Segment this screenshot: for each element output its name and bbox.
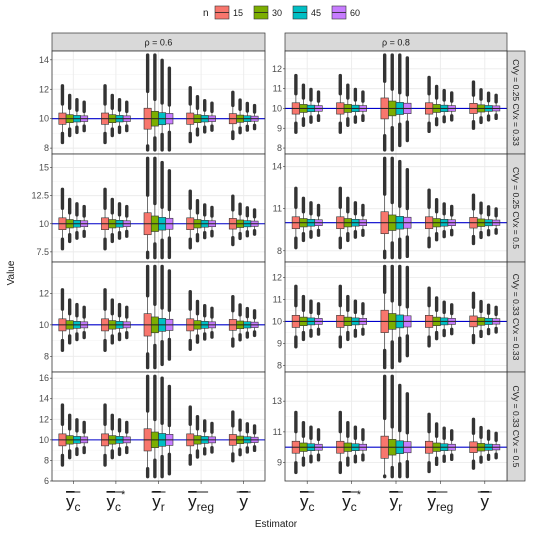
y-tick-label: 8 — [277, 246, 282, 256]
y-tick-label: 10 — [272, 316, 282, 326]
panel-0-0: 8 10 12 14 — [39, 50, 266, 155]
x-tick-label: yc — [300, 492, 315, 514]
y-tick-label: 10 — [39, 114, 49, 124]
y-tick-label: 10 — [39, 320, 49, 330]
x-tick-label: y — [481, 492, 490, 511]
x-tick-label: yreg — [427, 492, 453, 514]
legend: n 15 30 45 60 — [203, 5, 360, 20]
panel-3-0: 6 8 10 12 14 16 — [39, 371, 266, 486]
y-tick-label: 11 — [273, 294, 282, 304]
facet-strip-row-label: CVy = 0.25 CVx = 0.33 — [511, 59, 521, 146]
panel-2-0: 8 10 12 — [39, 261, 266, 373]
y-tick-label: 16 — [39, 373, 49, 383]
panel-1-0: 7.5 10 12.5 15 — [31, 153, 266, 263]
y-tick-label: 11 — [273, 427, 282, 437]
y-tick-label: 12 — [39, 288, 49, 298]
facet-strip-row-label: CVy = 0.33 CVx = 0.33 — [511, 274, 521, 361]
y-tick-label: 8 — [277, 143, 282, 153]
y-tick-label: 10 — [39, 435, 49, 445]
x-tick-label: yc — [66, 492, 81, 514]
chart-panels: ρ = 0.6 ρ = 0.8 CVy = 0.25 CVx = 0.33 CVy =… — [31, 32, 526, 514]
x-axis-title: Estimator — [255, 519, 298, 530]
y-tick-label: 9 — [277, 123, 282, 133]
x-axis-labels: yc yc* yr yreg y yc yc* yr yreg y — [66, 481, 492, 514]
x-tick-label: y — [239, 492, 248, 511]
panel-1-1: 8 11 14 — [272, 153, 508, 263]
facet-strip-column-label: ρ = 0.8 — [382, 38, 410, 48]
y-tick-label: 11 — [273, 84, 282, 94]
legend-label: 30 — [272, 8, 282, 18]
y-tick-label: 13 — [272, 396, 282, 406]
y-tick-label: 6 — [44, 476, 49, 486]
y-tick-label: 8 — [44, 351, 49, 361]
facet-strip-row-label: CVy = 0.25 CVx = 0.5 — [511, 167, 521, 249]
legend-label: 15 — [233, 8, 243, 18]
x-tick-label: yreg — [188, 492, 214, 514]
y-tick-label: 10 — [39, 219, 49, 229]
y-tick-label: 10 — [272, 103, 282, 113]
y-tick-label: 12 — [272, 64, 282, 74]
x-tick-label: yc* — [107, 489, 126, 514]
legend-label: 45 — [311, 8, 321, 18]
panel-2-1: 8 9 10 11 12 — [272, 261, 508, 373]
panel-0-1: 8 9 10 11 12 — [272, 50, 508, 155]
y-tick-label: 8 — [44, 455, 49, 465]
x-tick-label: yr — [390, 492, 403, 514]
facet-strip-column-label: ρ = 0.6 — [145, 38, 173, 48]
facet-strip-row-label: CVy = 0.33 CVx = 0.5 — [511, 386, 521, 468]
y-tick-label: 15 — [39, 163, 49, 173]
y-axis-title: Value — [6, 260, 17, 285]
x-tick-label: yc* — [342, 489, 362, 514]
y-tick-label: 12 — [39, 84, 49, 94]
y-tick-label: 8 — [44, 143, 49, 153]
y-tick-label: 12 — [272, 272, 282, 282]
y-tick-label: 12.5 — [31, 191, 49, 201]
y-tick-label: 11 — [273, 204, 282, 214]
y-tick-label: 14 — [39, 55, 49, 65]
y-tick-label: 14 — [39, 394, 49, 404]
legend-title: n — [203, 8, 209, 19]
y-tick-label: 8 — [277, 360, 282, 370]
y-tick-label: 9 — [277, 458, 282, 468]
x-tick-label: yr — [152, 492, 165, 514]
y-tick-label: 7.5 — [36, 247, 49, 257]
panel-3-1: 9 11 13 — [272, 371, 508, 482]
y-tick-label: 12 — [39, 414, 49, 424]
legend-label: 60 — [350, 8, 360, 18]
y-tick-label: 9 — [277, 338, 282, 348]
y-tick-label: 14 — [272, 162, 282, 172]
